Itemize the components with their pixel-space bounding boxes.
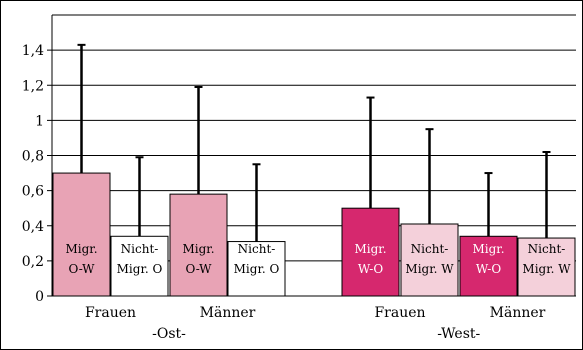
region-label: -Ost- — [152, 326, 186, 342]
bar-label-line1: Migr. — [472, 242, 504, 256]
bar-label-line2: Migr. O — [234, 262, 280, 276]
bar — [459, 235, 518, 297]
error-bar-layer — [77, 43, 551, 242]
bar — [517, 237, 576, 297]
y-tick-label: 1 — [35, 113, 44, 129]
y-tick-label: 0,8 — [22, 149, 44, 165]
bar-label-line1: Migr. — [182, 242, 214, 256]
category-label: Frauen — [85, 305, 136, 321]
bar-layer — [52, 172, 576, 297]
bar-label-line1: Migr. — [354, 242, 386, 256]
bar-label-line2: O-W — [185, 262, 212, 276]
bar-label-line1: Nicht- — [411, 242, 449, 256]
category-label: Männer — [200, 305, 256, 321]
bar-label-line2: Migr. W — [522, 262, 571, 276]
bar-label-line2: W-O — [476, 262, 502, 276]
region-label: -West- — [437, 326, 480, 342]
bar-label-line1: Nicht- — [238, 242, 276, 256]
bar — [400, 223, 459, 297]
y-tick-label: 1,2 — [22, 78, 44, 94]
bar — [227, 241, 286, 297]
bar-label-line1: Migr. — [65, 242, 97, 256]
bar-label-line2: Migr. O — [117, 262, 163, 276]
bar-label-line1: Nicht- — [121, 242, 159, 256]
y-tick-label: 1,4 — [22, 43, 44, 59]
y-tick-label: 0 — [35, 289, 44, 305]
category-label: Männer — [490, 305, 546, 321]
y-tick-label: 0,6 — [22, 184, 44, 200]
y-tick-label: 0,4 — [22, 219, 44, 235]
bar-label-line2: O-W — [68, 262, 95, 276]
bar-label-line2: W-O — [358, 262, 384, 276]
bar-label-line1: Nicht- — [528, 242, 566, 256]
category-label: Frauen — [374, 305, 425, 321]
label-layer: Migr. O-W Nicht- Migr. O Migr. O-W Nicht- Migr.… — [65, 242, 571, 342]
bar — [52, 172, 111, 297]
y-tick-label: 0,2 — [22, 254, 44, 270]
bar — [169, 193, 228, 297]
bar-label-line2: Migr. W — [405, 262, 454, 276]
bar — [341, 207, 400, 297]
bar — [110, 235, 169, 297]
